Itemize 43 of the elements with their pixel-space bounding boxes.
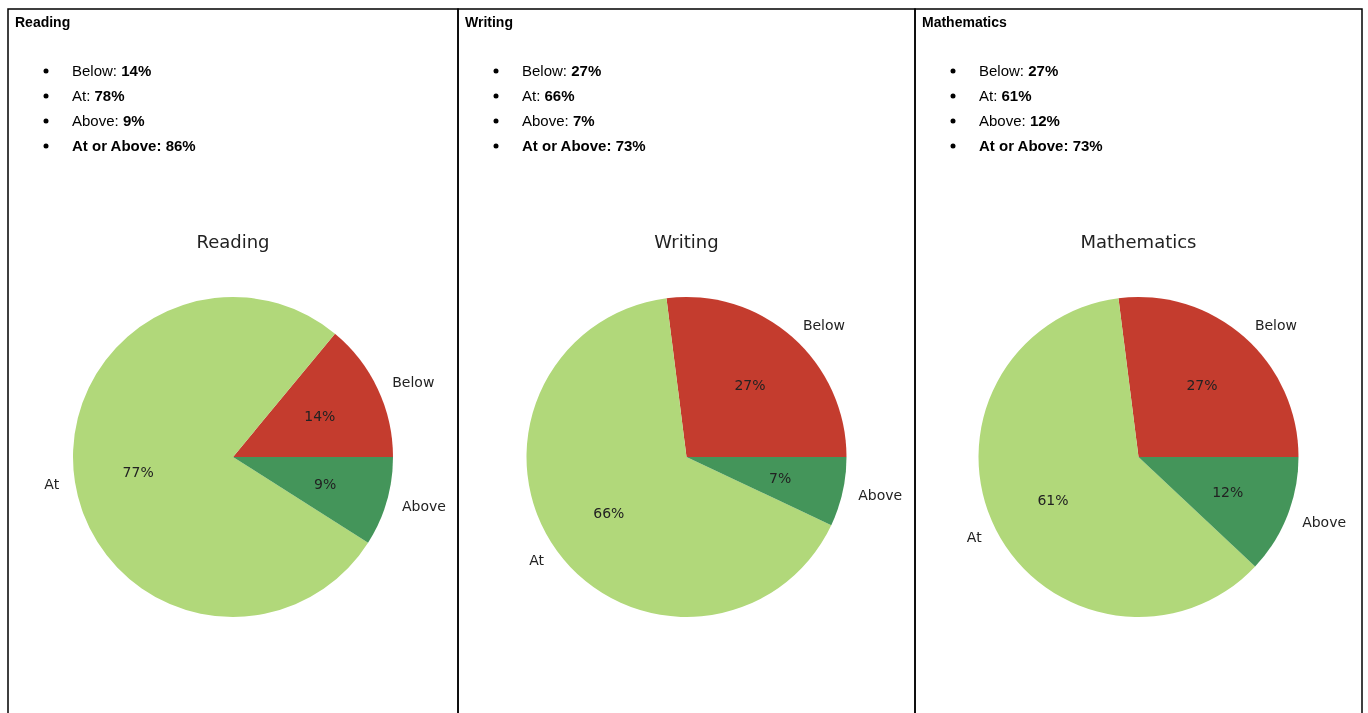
chart-title: Mathematics <box>1080 231 1197 252</box>
text: Reading <box>15 14 71 30</box>
text: Above: 9% <box>72 112 145 129</box>
text: At: 61% <box>979 87 1032 104</box>
slice-label: At <box>966 528 983 545</box>
slice-label: Above <box>858 487 903 504</box>
pie-slice <box>666 297 847 457</box>
pie-slice <box>1138 457 1299 567</box>
chart-title: Writing <box>654 231 719 252</box>
slice-label: Below <box>802 316 846 333</box>
text: Above: 12% <box>979 112 1060 129</box>
data-label: 9% <box>314 475 337 492</box>
pie-slice <box>1118 297 1299 457</box>
slice-label: At <box>529 552 545 569</box>
text: Above: 7% <box>522 112 595 129</box>
data-label: 66% <box>593 505 625 522</box>
data-label: 27% <box>1186 376 1218 393</box>
text: At or Above: 86% <box>72 137 196 154</box>
slice-label: Below <box>392 373 435 390</box>
slice-label: Above <box>1302 513 1347 530</box>
text: Below: 27% <box>979 62 1059 79</box>
text: Writing <box>465 14 513 30</box>
text: At: 78% <box>72 87 125 104</box>
pie-slice <box>233 457 393 543</box>
data-label: 12% <box>1212 484 1244 501</box>
text: At or Above: 73% <box>522 137 646 154</box>
pie-slice <box>686 457 847 526</box>
data-label: 61% <box>1037 492 1069 509</box>
pie-slice <box>73 297 369 617</box>
data-label: 27% <box>734 376 766 393</box>
text: Below: 27% <box>522 62 602 79</box>
text: At: 66% <box>522 87 575 104</box>
pie-slice <box>233 333 393 457</box>
slice-label: At <box>44 476 60 493</box>
slice-label: Below <box>1254 316 1298 333</box>
chart-title: Reading <box>196 231 270 252</box>
text: At or Above: 73% <box>979 137 1103 154</box>
slice-label: Above <box>402 498 446 514</box>
text: Mathematics <box>922 14 1008 30</box>
data-label: 77% <box>122 463 154 480</box>
data-label: 14% <box>304 408 336 425</box>
text: Below: 14% <box>72 62 152 79</box>
data-label: 7% <box>769 469 792 486</box>
